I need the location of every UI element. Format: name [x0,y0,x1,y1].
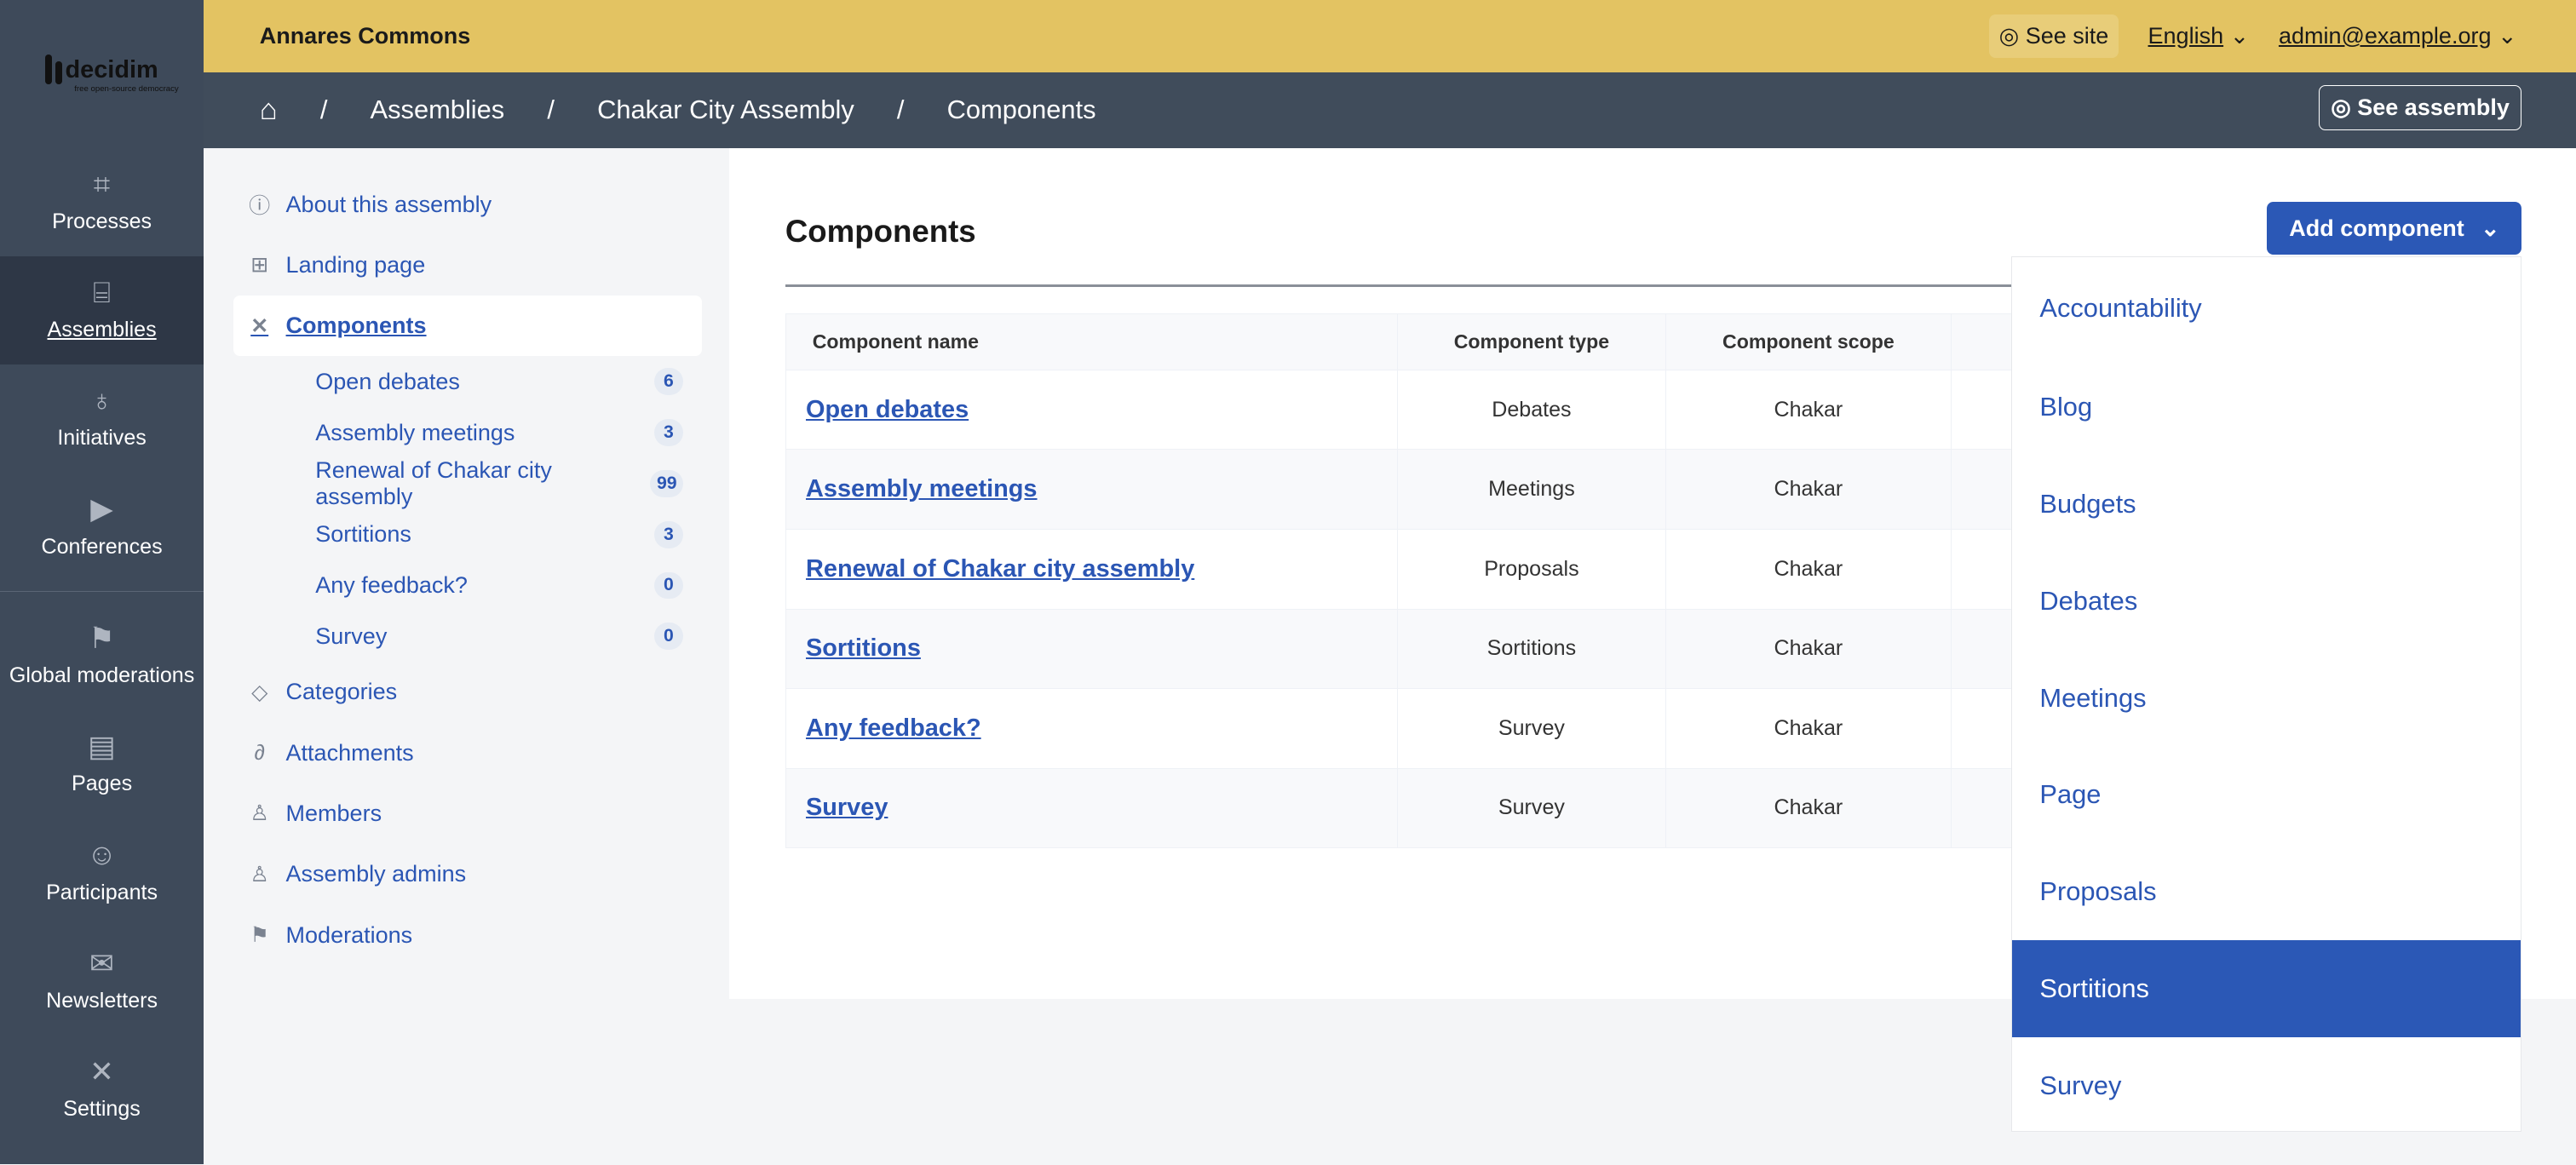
table-row: Sortitions Sortitions Chakar [785,608,2067,690]
tools-icon: ✕ [89,1055,115,1088]
sidebar-item-conferences[interactable]: ▶ Conferences [41,493,163,559]
add-component-button[interactable]: Add component ⌄ [2267,202,2522,255]
breadcrumb-components: Components [946,95,1096,125]
subnav-component[interactable]: Survey 0 [204,611,729,662]
subnav-component[interactable]: Sortitions 3 [204,509,729,560]
eye-icon: ◎ [2331,94,2351,120]
subnav-item[interactable]: ◇ Categories [204,662,729,722]
dropdown-item[interactable]: Survey [2039,1070,2122,1100]
dropdown-item[interactable]: Accountability [2039,292,2202,323]
sidebar-item-global-moderations[interactable]: ⚑ Global moderations [9,622,195,688]
table-row: Open debates Debates Chakar [785,369,2067,451]
component-link[interactable]: Survey [806,794,888,822]
breadcrumb-assembly[interactable]: Chakar City Assembly [597,95,854,125]
dropdown-item[interactable]: Page [2039,779,2102,810]
lightbulb-icon: ♁ [90,385,113,418]
dropdown-item[interactable]: Debates [2039,585,2138,616]
language-selector[interactable]: English ⌄ [2148,22,2250,49]
chevron-down-icon: ⌄ [2480,215,2500,241]
home-icon[interactable]: ⌂ [259,93,278,126]
add-component-dropdown: Accountability Blog Budgets Debates Meetings… [2010,255,2522,1132]
column-header: Component scope [1665,313,1952,370]
column-header: Component name [785,313,1399,370]
table-row: Survey Survey Chakar [785,767,2067,849]
page-icon: ▤ [88,731,116,764]
count-badge: 3 [653,520,684,548]
components-table: Component name Component type Component … [785,313,2067,849]
sidebar-item-newsletters[interactable]: ✉ Newsletters [46,947,158,1013]
subnav-component[interactable]: Open debates 6 [204,356,729,407]
dropdown-item[interactable]: Budgets [2039,489,2136,519]
breadcrumb: ⌂ / Assemblies / Chakar City Assembly / Com… [204,72,2576,148]
column-header: Component type [1397,313,1666,370]
mail-icon: ✉ [89,947,115,980]
subnav-item[interactable]: ✕ Components [233,296,702,357]
tools-icon: ✕ [250,313,269,338]
dropdown-item[interactable]: Proposals [2039,876,2157,907]
count-badge: 6 [653,368,684,396]
tag-icon: ◇ [251,680,268,704]
user-gear-icon: ♙ [250,801,269,826]
subnav-item[interactable]: ⚑ Moderations [204,905,729,966]
subnav-component[interactable]: Any feedback? 0 [204,560,729,611]
count-badge: 3 [653,419,684,446]
dropdown-item[interactable]: Blog [2039,392,2093,422]
component-link[interactable]: Any feedback? [806,714,981,742]
people-icon: ☺ [86,839,118,872]
layout-icon: ⊞ [250,253,269,278]
sidebar-item-settings[interactable]: ✕ Settings [63,1055,141,1122]
top-bar: Annares Commons ◎ See site English ⌄ adm… [204,0,2576,72]
see-assembly-button[interactable]: ◎ See assembly [2318,85,2522,130]
subnav-component[interactable]: Assembly meetings 3 [204,407,729,458]
dropdown-item[interactable]: Sortitions [2011,940,2521,1037]
page-title: Components [785,213,976,249]
user-menu[interactable]: admin@example.org ⌄ [2278,22,2517,49]
sidebar-item-pages[interactable]: ▤ Pages [72,731,133,796]
component-link[interactable]: Open debates [806,395,969,423]
count-badge: 0 [653,623,684,651]
sidebar-item-processes[interactable]: ⌗ Processes [52,168,152,233]
subnav-item[interactable]: ♙ Assembly admins [204,844,729,904]
subnav-item[interactable]: ⓘ About this assembly [204,174,729,234]
user-gear-icon: ♙ [250,862,269,887]
count-badge: 99 [650,470,684,497]
decidim-logo[interactable]: decidim free open-source democracy [0,0,204,148]
subnav-item[interactable]: ∂ Attachments [204,722,729,783]
assembly-subnav: ⓘ About this assembly ⊞ Landing page ✕ Compon… [204,147,730,1165]
sidebar-item-initiatives[interactable]: ♁ Initiatives [57,385,147,451]
table-row: Any feedback? Survey Chakar [785,688,2067,769]
sidebar-item-assemblies[interactable]: ⌸ Assemblies [0,255,204,365]
subnav-item[interactable]: ♙ Members [204,783,729,844]
flag-icon: ⚑ [89,622,116,655]
map-icon: ⌗ [93,168,111,201]
paperclip-icon: ∂ [254,740,265,765]
video-icon: ▶ [90,493,113,526]
component-link[interactable]: Renewal of Chakar city assembly [806,554,1195,582]
component-link[interactable]: Assembly meetings [806,475,1038,503]
subnav-item[interactable]: ⊞ Landing page [204,235,729,296]
table-row: Renewal of Chakar city assembly Proposals… [785,528,2067,610]
dropdown-item[interactable]: Meetings [2039,682,2147,713]
breadcrumb-assemblies[interactable]: Assemblies [370,95,505,125]
eye-icon: ◎ [1998,22,2020,49]
flag-icon: ⚑ [250,923,269,948]
info-icon: ⓘ [249,194,271,219]
main-sidebar: decidim free open-source democracy ⌗ Proc… [0,0,204,1165]
component-link[interactable]: Sortitions [806,634,921,663]
chevron-down-icon: ⌄ [2497,22,2517,49]
sidebar-item-participants[interactable]: ☺ Participants [46,839,158,904]
subnav-component[interactable]: Renewal of Chakar city assembly 99 [204,457,729,509]
see-site-button[interactable]: ◎ See site [1989,14,2119,58]
table-row: Assembly meetings Meetings Chakar [785,449,2067,530]
chevron-down-icon: ⌄ [2229,22,2250,49]
count-badge: 0 [653,571,684,600]
building-icon: ⌸ [93,276,111,309]
organization-name: Annares Commons [259,22,471,49]
